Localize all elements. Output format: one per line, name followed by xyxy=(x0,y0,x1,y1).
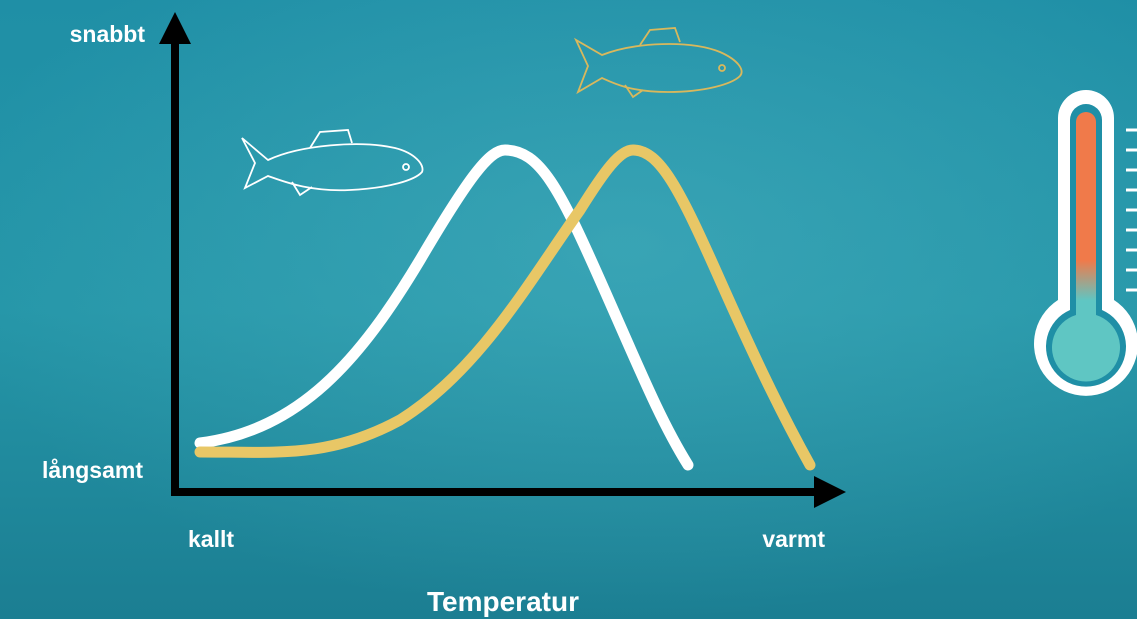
y-top-label: snabbt xyxy=(70,21,146,47)
x-left-label: kallt xyxy=(188,526,234,552)
diagram: snabbt långsamt kallt varmt Temperatur xyxy=(0,0,1137,619)
x-right-label: varmt xyxy=(762,526,825,552)
page: {"y_axis": {"top_label": "snabbt", "bott… xyxy=(0,0,1137,619)
y-bottom-label: långsamt xyxy=(42,457,143,483)
x-axis-title: Temperatur xyxy=(427,586,579,617)
background-glow xyxy=(0,0,1137,619)
